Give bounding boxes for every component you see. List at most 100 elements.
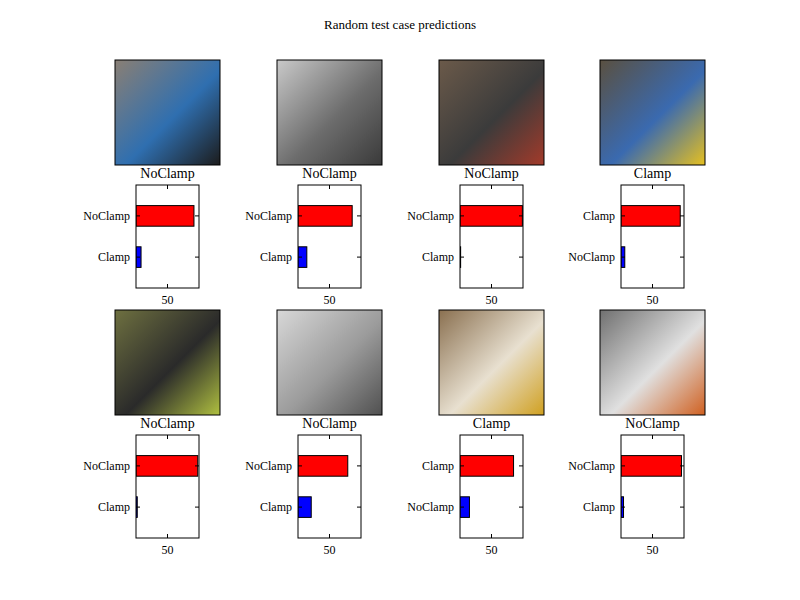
y-tick xyxy=(621,215,625,216)
x-tick xyxy=(491,534,492,538)
axes-frame xyxy=(136,185,199,288)
photo xyxy=(277,60,382,165)
y-tick xyxy=(621,507,625,508)
bars xyxy=(136,456,198,518)
photo xyxy=(600,60,705,165)
panel: NoClampNoClampClamp50 xyxy=(568,310,705,557)
panel: Clamp Clamp NoClamp 50 xyxy=(568,60,705,307)
x-tick-label: 50 xyxy=(324,543,336,557)
x-tick xyxy=(652,284,653,288)
y-tick-label: NoClamp xyxy=(407,500,454,514)
bars xyxy=(136,206,194,268)
y-tick xyxy=(298,507,302,508)
x-tick-label: 50 xyxy=(647,543,659,557)
y-tick-label: Clamp xyxy=(98,250,130,264)
y-tick-label: Clamp xyxy=(422,459,454,473)
panel-title: NoClamp xyxy=(140,166,194,181)
y-tick xyxy=(680,257,684,258)
y-tick-label: Clamp xyxy=(98,500,130,514)
x-tick xyxy=(329,185,330,189)
y-tick xyxy=(519,465,523,466)
y-tick-label: Clamp xyxy=(583,209,615,223)
bars xyxy=(460,456,514,518)
x-tick-label: 50 xyxy=(162,543,174,557)
y-tick xyxy=(357,465,361,466)
bars xyxy=(298,206,352,268)
panel: NoClampNoClampClamp50 xyxy=(407,60,544,307)
y-tick xyxy=(136,257,140,258)
y-tick xyxy=(519,257,523,258)
photo xyxy=(600,310,705,415)
y-tick-label: NoClamp xyxy=(245,209,292,223)
y-tick xyxy=(460,215,464,216)
y-tick xyxy=(460,507,464,508)
bar xyxy=(621,206,680,227)
x-tick-label: 50 xyxy=(647,293,659,307)
x-tick xyxy=(329,284,330,288)
y-tick xyxy=(298,257,302,258)
panel: NoClampNoClampClamp50 xyxy=(245,310,382,557)
x-tick xyxy=(652,534,653,538)
y-tick-label: NoClamp xyxy=(83,459,130,473)
x-tick xyxy=(652,435,653,439)
panel-title: NoClamp xyxy=(140,416,194,431)
y-tick xyxy=(680,215,684,216)
panel-title: NoClamp xyxy=(302,416,356,431)
y-tick xyxy=(460,257,464,258)
panel: ClampClampNoClamp50 xyxy=(407,310,544,557)
bar xyxy=(621,247,625,268)
y-tick xyxy=(195,507,199,508)
y-tick-label: NoClamp xyxy=(568,250,615,264)
x-tick xyxy=(167,435,168,439)
axes-frame xyxy=(621,185,684,288)
panel-title: NoClamp xyxy=(302,166,356,181)
y-tick xyxy=(357,215,361,216)
bars xyxy=(298,456,348,518)
axes-frame xyxy=(460,435,523,538)
y-tick-label: NoClamp xyxy=(568,459,615,473)
bar xyxy=(298,206,352,227)
panel: NoClampNoClampClamp50 xyxy=(245,60,382,307)
bar xyxy=(298,497,311,518)
x-tick xyxy=(167,284,168,288)
background xyxy=(0,0,800,600)
panel: NoClampNoClampClamp50 xyxy=(83,60,220,307)
x-tick xyxy=(491,284,492,288)
y-tick xyxy=(136,507,140,508)
y-tick-label: NoClamp xyxy=(83,209,130,223)
bar xyxy=(621,456,681,477)
bar xyxy=(136,247,141,268)
figure-title: Random test case predictions xyxy=(324,17,476,32)
y-tick xyxy=(621,257,625,258)
y-tick xyxy=(519,507,523,508)
x-tick xyxy=(652,185,653,189)
y-tick-label: NoClamp xyxy=(407,209,454,223)
panel-title: NoClamp xyxy=(625,416,679,431)
x-tick-label: 50 xyxy=(486,293,498,307)
photo xyxy=(277,310,382,415)
y-tick xyxy=(195,465,199,466)
y-tick xyxy=(298,465,302,466)
panel: NoClamp NoClamp Clamp 50 xyxy=(83,310,220,557)
x-tick xyxy=(329,435,330,439)
axes-frame xyxy=(460,185,523,288)
y-tick-label: NoClamp xyxy=(245,459,292,473)
axes-frame xyxy=(621,435,684,538)
bar xyxy=(298,247,307,268)
y-tick xyxy=(136,465,140,466)
panel-title: Clamp xyxy=(634,166,671,181)
x-tick xyxy=(167,185,168,189)
bar xyxy=(298,456,348,477)
x-tick-label: 50 xyxy=(324,293,336,307)
y-tick xyxy=(519,215,523,216)
axes-frame xyxy=(298,185,361,288)
x-tick-label: 50 xyxy=(486,543,498,557)
y-tick xyxy=(357,507,361,508)
panel-title: NoClamp xyxy=(464,166,518,181)
axes-frame xyxy=(136,435,199,538)
bars xyxy=(621,456,681,518)
figure: Random test case predictionsNoClampNoCla… xyxy=(0,0,800,600)
x-tick xyxy=(491,435,492,439)
bar xyxy=(460,456,514,477)
y-tick xyxy=(680,465,684,466)
